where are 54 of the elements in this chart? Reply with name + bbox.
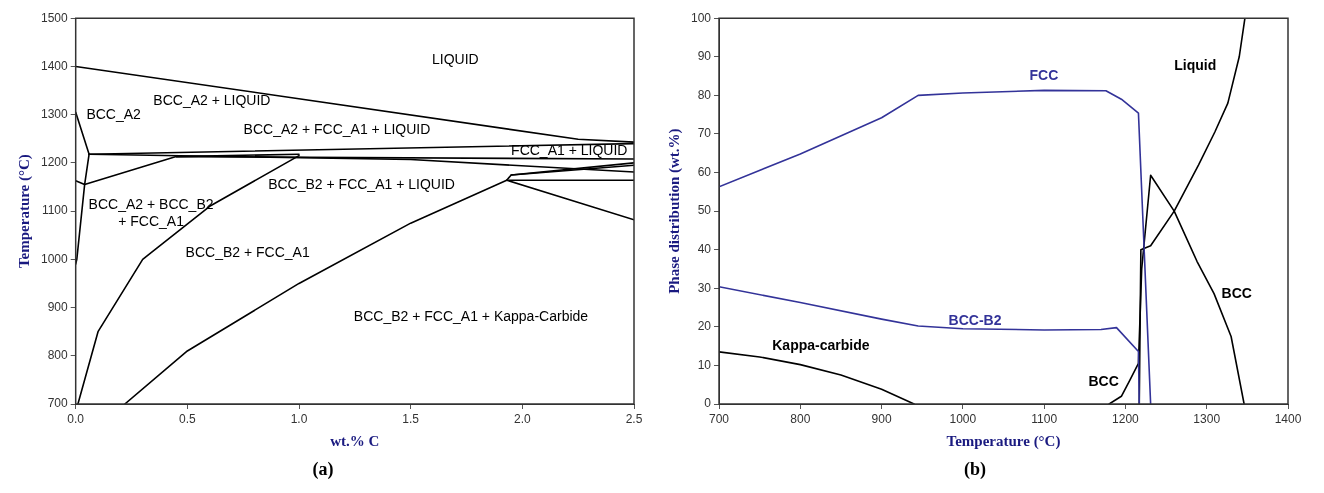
x-tick-label: 2.0 xyxy=(514,411,531,426)
annotation: LIQUID xyxy=(432,51,479,68)
x-tick-label: 900 xyxy=(871,411,892,426)
x-tick-label: 1000 xyxy=(949,411,977,426)
y-tick-label: 50 xyxy=(697,203,712,218)
x-tick-label: 1.0 xyxy=(290,411,308,426)
x-tick-label: 1200 xyxy=(1112,411,1140,426)
y-tick-label: 90 xyxy=(697,49,712,64)
y-tick-label: 1500 xyxy=(40,10,69,25)
y-tick-label: 10 xyxy=(697,357,712,372)
y-axis-title: Temperature (°C) xyxy=(15,154,33,269)
x-tick-label: 2.5 xyxy=(625,411,643,426)
y-tick-label: 900 xyxy=(47,299,69,314)
annotation: BCC_A2 + LIQUID xyxy=(153,92,271,109)
y-tick-label: 700 xyxy=(47,396,69,411)
x-tick-label: 1100 xyxy=(1031,411,1058,426)
y-tick-label: 0 xyxy=(704,396,712,411)
x-tick-label: 1300 xyxy=(1193,411,1221,426)
series-label: Kappa-carbide xyxy=(772,336,870,353)
annotation: BCC_A2 + BCC_B2 + FCC_A1 xyxy=(88,195,214,229)
x-tick-label: 1400 xyxy=(1274,411,1302,426)
y-tick-label: 1400 xyxy=(40,58,69,73)
text: (a) xyxy=(312,458,334,480)
y-axis-title: Phase distribution (wt.%) xyxy=(665,128,683,294)
y-tick-label: 20 xyxy=(697,319,712,334)
y-tick-label: 30 xyxy=(697,280,712,295)
y-tick-label: 70 xyxy=(697,126,712,141)
annotation: BCC_A2 + FCC_A1 + LIQUID xyxy=(243,120,431,137)
y-tick-label: 1300 xyxy=(40,106,69,121)
y-tick-label: 80 xyxy=(697,87,712,102)
series-label: BCC-B2 xyxy=(948,311,1002,328)
x-tick-label: 0.0 xyxy=(67,411,85,426)
text: BCC xyxy=(1088,373,1119,390)
x-tick-label: 1.5 xyxy=(402,411,420,426)
y-tick-label: 1000 xyxy=(40,251,69,266)
y-tick-label: 40 xyxy=(697,241,712,256)
annotation: BCC_A2 xyxy=(86,105,142,122)
series-label: BCC xyxy=(1221,284,1252,301)
x-axis-title: Temperature (°C) xyxy=(946,433,1061,451)
text: (b) xyxy=(964,458,986,480)
y-tick-label: 60 xyxy=(697,164,712,179)
y-tick-label: 1200 xyxy=(40,155,69,170)
x-tick-label: 800 xyxy=(790,411,811,426)
series-label: FCC xyxy=(1029,66,1059,83)
x-tick-label: 0.5 xyxy=(179,411,197,426)
annotation: BCC_B2 + FCC_A1 xyxy=(185,244,310,261)
y-tick-label: 100 xyxy=(690,10,712,25)
y-tick-label: 800 xyxy=(47,348,69,363)
y-tick-label: 1100 xyxy=(41,203,69,218)
annotation: BCC_B2 + FCC_A1 + Kappa-Carbide xyxy=(353,308,589,325)
series-label: Liquid xyxy=(1174,57,1217,74)
x-tick-label: 700 xyxy=(709,411,730,426)
x-axis-title: wt.% C xyxy=(330,433,380,450)
annotation: BCC_B2 + FCC_A1 + LIQUID xyxy=(268,176,455,193)
